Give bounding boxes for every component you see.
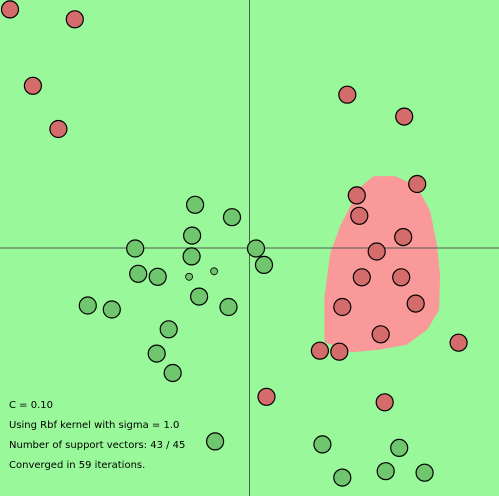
green-data-point [333,468,352,487]
green-data-point [148,267,167,286]
red-data-point [375,393,394,412]
green-data-point [129,264,148,283]
red-data-point [333,297,352,317]
green-data-point [246,239,266,258]
green-data-point [163,363,182,383]
green-data-point [222,208,242,227]
red-data-point [0,0,20,19]
red-data-point [408,174,427,194]
green-data-point [182,247,201,266]
green-data-point [183,226,202,245]
green-data-point [147,344,166,363]
green-data-point [185,272,194,281]
support-vector-count-text: Number of support vectors: 43 / 45 [9,440,186,451]
kernel-info-text: Using Rbf kernel with sigma = 1.0 [9,420,180,431]
green-data-point [126,239,145,258]
red-data-point [257,387,276,406]
green-data-point [219,297,238,317]
green-data-point [186,195,205,214]
green-data-point [390,438,409,457]
green-data-point [102,300,121,319]
red-data-point [23,76,43,95]
red-data-point [406,294,425,313]
red-data-point [371,325,390,344]
red-data-point [350,206,369,225]
red-data-point [310,341,329,360]
red-data-point [394,228,413,247]
red-data-point [338,85,357,104]
green-data-point [254,255,274,274]
red-data-point [392,268,411,287]
red-data-point [330,342,349,361]
red-data-point [347,186,366,205]
red-data-point [395,107,414,126]
green-data-point [376,462,395,481]
red-data-point [449,333,468,352]
green-data-point [210,267,219,276]
green-data-point [190,287,209,306]
red-data-point [65,10,84,29]
green-data-point [159,320,178,339]
green-data-point [415,463,434,482]
green-data-point [78,296,97,315]
green-data-point [313,435,332,454]
green-data-point [206,432,225,451]
red-data-point [49,119,68,139]
red-data-point [367,242,386,261]
data-points-layer [0,0,468,487]
red-data-point [352,268,371,287]
convergence-text: Converged in 59 iterations. [9,460,146,471]
c-value-text: C = 0.10 [9,400,53,411]
